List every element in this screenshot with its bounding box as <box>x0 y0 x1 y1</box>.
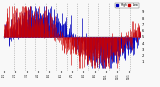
Legend: High, Low: High, Low <box>115 3 139 8</box>
